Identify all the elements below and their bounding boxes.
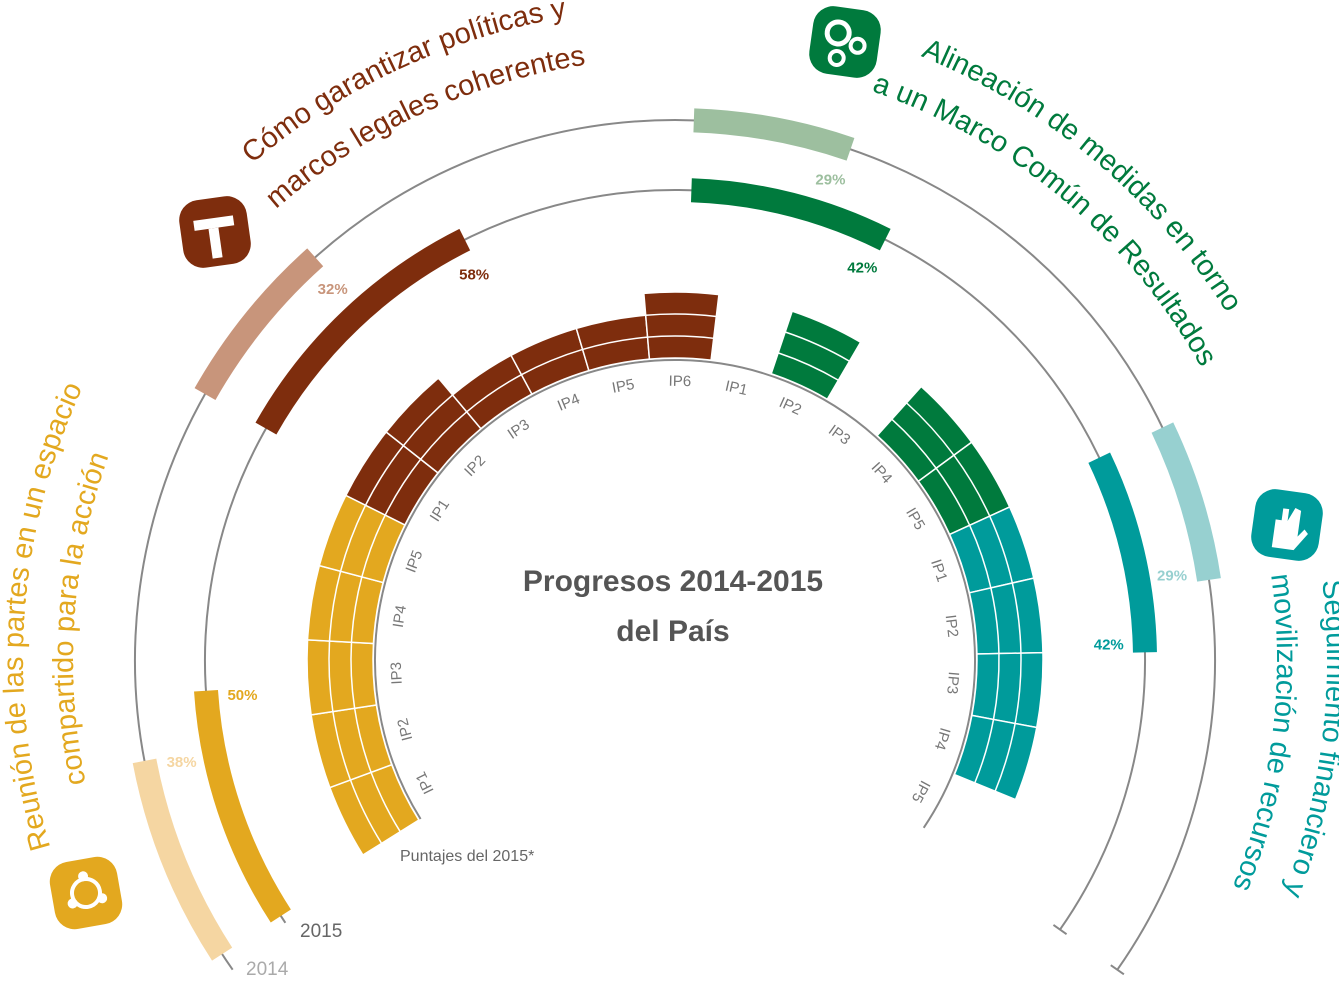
section-title: compartido para la acción xyxy=(48,448,115,788)
title-line: Progresos 2014-2015 xyxy=(523,565,823,598)
score-divider xyxy=(994,723,1016,792)
progress-bar xyxy=(194,248,324,401)
score-divider xyxy=(402,394,454,447)
score-bar xyxy=(770,310,862,401)
score-divider xyxy=(647,335,714,340)
section-title-text: movilización de recursos xyxy=(1226,572,1302,896)
note: Puntajes del 2015* xyxy=(400,848,534,865)
indicator-label: IP4 xyxy=(555,390,582,414)
indicator-label: IP5 xyxy=(403,548,427,575)
year-label: 2014 xyxy=(246,959,289,980)
indicator-label: IP3 xyxy=(825,422,853,449)
score-divider xyxy=(370,772,401,833)
title-line: del País xyxy=(616,615,729,648)
score-divider xyxy=(364,445,405,506)
score-divider xyxy=(992,653,1000,720)
value-label: 29% xyxy=(1157,567,1187,584)
score-divider xyxy=(906,402,955,456)
score-divider xyxy=(339,504,367,572)
score-divider xyxy=(521,348,583,376)
score-divider xyxy=(935,467,971,526)
indicator-label: IP3 xyxy=(388,662,406,685)
indicator-label: IP4 xyxy=(390,604,410,629)
section-title: Alineación de medidas en torno xyxy=(918,33,1248,317)
score-divider xyxy=(466,374,522,413)
section-title-text: Alineación de medidas en torno xyxy=(918,33,1248,317)
score-divider xyxy=(1014,653,1022,724)
progress-bar xyxy=(132,758,233,961)
score-divider xyxy=(353,708,372,773)
ring-2014 xyxy=(134,118,1216,971)
score-divider xyxy=(990,587,1000,654)
section-title-text: compartido para la acción xyxy=(48,448,115,788)
indicator-label: IP2 xyxy=(776,394,804,419)
icon-brown xyxy=(179,196,251,268)
indicator-label: IP2 xyxy=(394,716,416,742)
value-label: 58% xyxy=(459,266,489,283)
value-label: 42% xyxy=(847,259,877,276)
score-divider xyxy=(582,336,648,351)
score-bar xyxy=(306,639,378,716)
icon-green xyxy=(809,6,881,78)
indicator-label: IP3 xyxy=(943,671,962,695)
indicator-label: IP5 xyxy=(908,777,934,805)
ring-end xyxy=(1052,924,1068,935)
icon-teal xyxy=(1251,489,1323,561)
icon-gold xyxy=(49,856,123,930)
indicator-label: IP1 xyxy=(412,769,437,797)
score-divider xyxy=(328,571,342,642)
value-label: 32% xyxy=(318,281,348,298)
ring-end xyxy=(1110,964,1125,976)
indicator-label: IP1 xyxy=(427,497,453,525)
indicator-label: IP1 xyxy=(723,378,749,400)
indicator-label: IP1 xyxy=(927,557,950,584)
score-divider xyxy=(332,711,352,781)
indicator-label: IP4 xyxy=(868,459,896,487)
progress-bar xyxy=(255,228,471,435)
value-label: 29% xyxy=(815,172,845,189)
score-divider xyxy=(350,576,363,643)
indicator-label: IP5 xyxy=(611,376,636,397)
inner-ring xyxy=(374,359,976,829)
indicator-label: IP2 xyxy=(461,452,489,480)
score-divider xyxy=(784,331,850,362)
score-divider xyxy=(328,640,334,712)
score-bar xyxy=(970,651,1044,729)
score-divider xyxy=(384,458,422,516)
value-label: 42% xyxy=(1094,636,1124,653)
indicator-label: IP5 xyxy=(902,505,928,533)
score-bar xyxy=(953,714,1038,801)
score-bar xyxy=(643,291,720,361)
indicator-label: IP4 xyxy=(931,726,954,752)
progress-bar xyxy=(1151,422,1221,582)
value-label: 50% xyxy=(227,687,257,704)
score-divider xyxy=(350,642,356,709)
score-divider xyxy=(420,411,468,460)
score-bar xyxy=(385,377,482,474)
progress-bar xyxy=(1088,452,1157,653)
score-divider xyxy=(349,779,383,844)
value-label: 38% xyxy=(167,754,197,771)
score-divider xyxy=(974,719,995,784)
score-divider xyxy=(1011,582,1022,654)
indicator-label: IP2 xyxy=(942,614,962,638)
score-divider xyxy=(891,418,937,469)
score-divider xyxy=(988,515,1014,584)
indicator-label: IP6 xyxy=(668,373,691,390)
score-divider xyxy=(953,454,991,517)
section-title: movilización de recursos xyxy=(1226,572,1302,896)
indicator-label: IP3 xyxy=(505,416,533,443)
score-divider xyxy=(777,352,839,381)
score-divider xyxy=(968,524,992,589)
progress-bar xyxy=(693,108,855,161)
progress-bar xyxy=(690,178,891,251)
progress-bar xyxy=(194,689,291,923)
score-divider xyxy=(361,514,386,578)
score-divider xyxy=(645,313,717,318)
year-label: 2015 xyxy=(300,921,342,942)
